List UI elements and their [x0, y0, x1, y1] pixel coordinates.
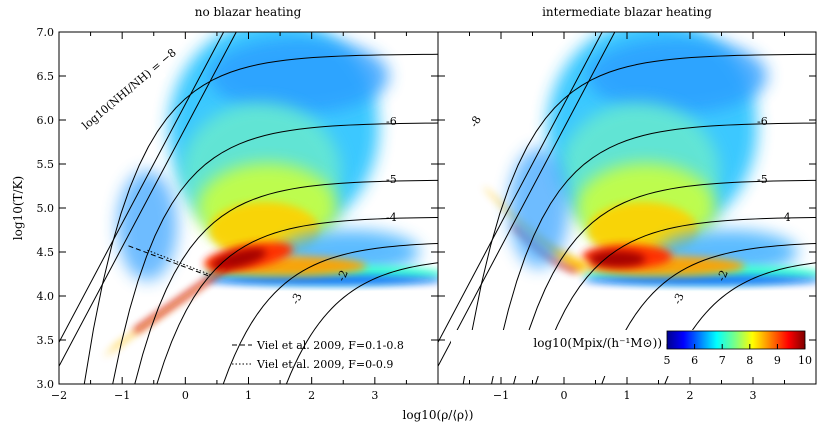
x-tick-label: 1	[245, 389, 252, 402]
contour-label-6-left: -6	[386, 115, 397, 128]
contour-line	[462, 53, 816, 384]
axis-ticks	[58, 31, 817, 385]
x-tick-label: 2	[687, 389, 694, 402]
contour-line	[112, 122, 438, 384]
contour-label-5-left: -5	[386, 173, 397, 186]
contour-label-2-right: -2	[715, 268, 731, 283]
y-tick-label: 5.0	[37, 202, 55, 215]
colorbar-tick-label: 6	[691, 354, 698, 367]
contour-diagonal	[59, 32, 237, 368]
contours-left	[59, 32, 438, 384]
viel-dotted-line	[147, 249, 211, 276]
density-region	[211, 248, 267, 270]
y-tick-label: 5.5	[37, 158, 55, 171]
density-region	[209, 38, 390, 114]
y-tick-label: 3.5	[37, 334, 55, 347]
contour-diagonal	[438, 32, 603, 344]
colorbar-ticks: 5 6 7 8 9 10	[664, 344, 812, 367]
colorbar-tick-label: 10	[798, 354, 812, 367]
contour-line	[285, 262, 438, 384]
y-tick-label: 4.5	[37, 246, 55, 259]
x-tick-label: −1	[493, 389, 509, 402]
panel-left-title: no blazar heating	[195, 5, 302, 19]
contour-line	[83, 53, 438, 384]
density-region	[582, 275, 816, 286]
contour-label-3-left: -3	[289, 291, 305, 306]
colorbar-label: log10(Mpix/(h⁻¹M⊙))	[533, 336, 662, 350]
contour-label-3-right: -3	[671, 291, 687, 306]
density-region	[508, 148, 569, 268]
contour-label-4-right: -4	[780, 211, 791, 224]
colorbar-tick-label: 8	[746, 354, 753, 367]
viel-dashed-line	[128, 245, 211, 278]
contour-label-8-right: -8	[467, 114, 484, 130]
contour-line	[601, 242, 816, 384]
overlay-lines	[128, 245, 211, 278]
y-tick-label: 4.0	[37, 290, 55, 303]
contour-line	[222, 242, 438, 384]
density-region	[587, 38, 768, 114]
colorbar-gradient	[666, 330, 806, 350]
legend-label-dashed: Viel et al. 2009, F=0.1-0.8	[256, 339, 404, 352]
contour-line	[156, 216, 438, 384]
contour-line	[513, 179, 816, 384]
contour-label-8-left: log10(NHI/NH) = −8	[80, 46, 179, 132]
colorbar: log10(Mpix/(h⁻¹M⊙)) 5 6 7 8 9 10	[451, 330, 815, 376]
x-tick-label: 3	[371, 389, 378, 402]
x-tick-label: 0	[561, 389, 568, 402]
contour-label-2-left: -2	[335, 268, 351, 283]
x-tick-label: 1	[624, 389, 631, 402]
density-region	[204, 275, 438, 286]
x-tick-label: 3	[750, 389, 757, 402]
colorbar-tick-label: 7	[719, 354, 726, 367]
axis-tick-labels: −2 −1 0 1 2 3 −1 0 1 2 3 3.0 3.5 4.0 4.5 5.0 5.5 6.0 6.5 7.…	[37, 26, 757, 402]
y-tick-label: 6.0	[37, 114, 55, 127]
panel-right-title: intermediate blazar heating	[542, 5, 712, 19]
density-region	[117, 170, 178, 281]
y-tick-label: 6.5	[37, 70, 55, 83]
y-axis-title: log10(T/K)	[11, 176, 25, 240]
heatmap-right	[482, 32, 816, 286]
y-tick-label: 3.0	[37, 378, 55, 391]
x-tick-label: −1	[114, 389, 130, 402]
contour-diagonal	[438, 32, 616, 368]
legend: Viel et al. 2009, F=0.1-0.8 Viel et al. …	[232, 339, 404, 371]
heatmap-left	[103, 32, 438, 358]
contour-diagonal	[59, 32, 225, 344]
contour-label-5-right: -5	[757, 173, 768, 186]
contour-line	[535, 216, 816, 384]
y-tick-label: 7.0	[37, 26, 55, 39]
density-ridge	[482, 186, 590, 274]
contour-labels-right: -8 -6 -5 -4 -3 -2	[467, 114, 790, 306]
density-ridge-core	[133, 263, 231, 334]
contour-label-bg	[77, 61, 167, 141]
contour-line	[134, 179, 438, 384]
contour-label-4-left: -4	[386, 211, 397, 224]
contours-right	[438, 32, 816, 384]
x-tick-label: 0	[182, 389, 189, 402]
legend-label-dotted: Viel et al. 2009, F=0-0.9	[256, 358, 393, 371]
x-tick-label: −2	[51, 389, 67, 402]
x-tick-label: 2	[308, 389, 315, 402]
colorbar-tick-label: 5	[664, 354, 671, 367]
density-region	[589, 251, 646, 268]
contour-label-6-right: -6	[757, 115, 768, 128]
colorbar-tick-label: 9	[774, 354, 781, 367]
contour-line	[491, 122, 816, 384]
x-axis-title: log10(ρ/⟨ρ⟩)	[403, 408, 474, 422]
